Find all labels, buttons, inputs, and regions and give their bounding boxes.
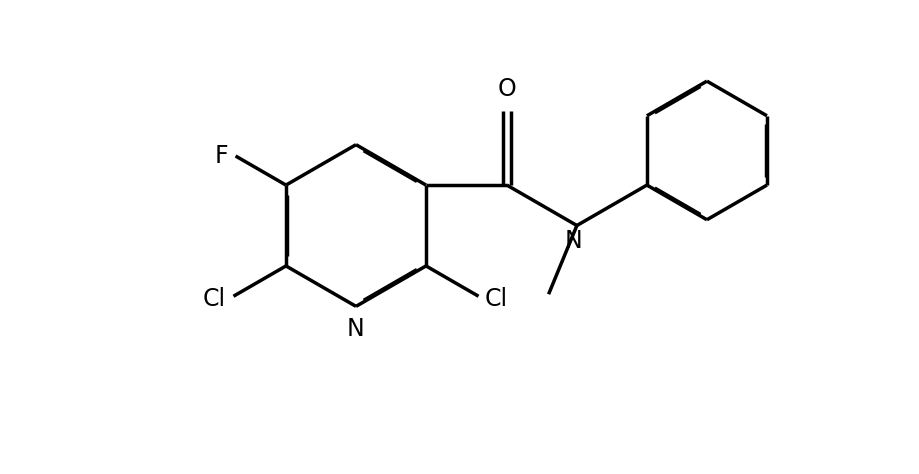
Text: Cl: Cl	[202, 287, 225, 310]
Text: Cl: Cl	[484, 287, 507, 310]
Text: O: O	[497, 77, 516, 101]
Text: F: F	[214, 144, 228, 168]
Text: N: N	[563, 229, 582, 254]
Text: N: N	[346, 317, 365, 341]
